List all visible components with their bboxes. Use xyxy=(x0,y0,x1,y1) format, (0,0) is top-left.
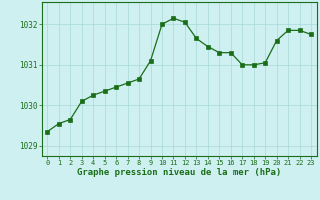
X-axis label: Graphe pression niveau de la mer (hPa): Graphe pression niveau de la mer (hPa) xyxy=(77,168,281,177)
